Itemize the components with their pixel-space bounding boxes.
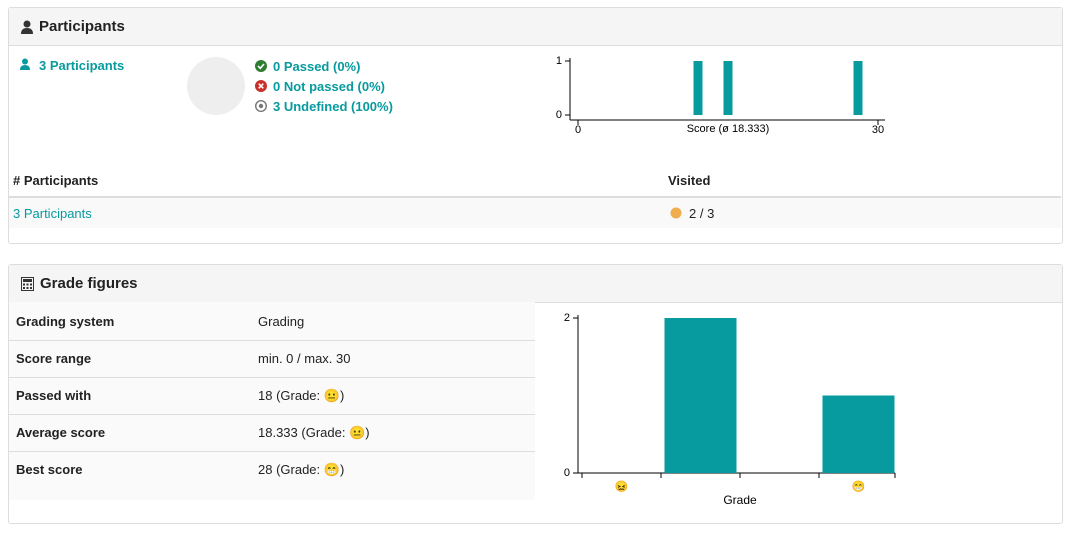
x-axis-label: Score (ø 18.333) xyxy=(687,123,770,135)
row-separator xyxy=(9,451,535,452)
table-header: # Participants xyxy=(13,173,99,188)
panel-header: Grade figures xyxy=(9,265,1062,303)
row-separator xyxy=(9,414,535,415)
row-value: 18.333 (Grade: 😐) xyxy=(258,425,370,440)
row-value: min. 0 / max. 30 xyxy=(258,351,351,366)
bar xyxy=(664,318,737,473)
row-label: Passed with xyxy=(16,388,92,403)
visited-value: 2 / 3 xyxy=(689,206,715,221)
bar xyxy=(822,395,895,473)
x-tick-label: 😁 xyxy=(852,480,866,493)
row-value: Grading xyxy=(258,314,305,329)
y-tick-label: 0 xyxy=(556,109,562,121)
participants-link[interactable]: 3 Participants xyxy=(39,58,125,73)
row-label: Average score xyxy=(16,425,106,440)
status-undefined[interactable]: 3 Undefined (100%) xyxy=(273,99,393,114)
y-tick-label: 1 xyxy=(556,55,562,67)
visited-dot xyxy=(670,207,682,219)
status-icons xyxy=(254,60,268,113)
row-separator xyxy=(9,340,535,341)
calculator-icon xyxy=(21,276,34,291)
pie-placeholder xyxy=(187,57,245,115)
header-rule xyxy=(9,196,1061,198)
y-tick-label: 2 xyxy=(564,312,570,324)
user-icon xyxy=(21,20,33,34)
row-label: Best score xyxy=(16,462,83,477)
status-passed[interactable]: 0 Passed (0%) xyxy=(273,59,361,74)
grade-table-bg xyxy=(9,302,535,500)
table-header: Visited xyxy=(668,173,711,188)
row-label: Score range xyxy=(16,351,92,366)
status-not-passed[interactable]: 0 Not passed (0%) xyxy=(273,79,385,94)
panel-header: Participants xyxy=(9,8,1062,46)
table-row xyxy=(9,198,1061,228)
bar xyxy=(693,61,703,115)
x-axis-label: Grade xyxy=(723,493,757,507)
bar xyxy=(723,61,733,115)
panel-title: Grade figures xyxy=(40,275,138,292)
user-icon xyxy=(20,58,30,70)
row-label: Grading system xyxy=(16,314,115,329)
bar xyxy=(853,61,863,115)
row-separator xyxy=(9,377,535,378)
x-tick-label: 😖 xyxy=(615,480,629,493)
y-tick-label: 0 xyxy=(564,467,570,479)
participants-link[interactable]: 3 Participants xyxy=(13,206,92,221)
row-value: 28 (Grade: 😁) xyxy=(258,462,345,477)
panel-title: Participants xyxy=(39,18,125,35)
x-tick-label: 0 xyxy=(575,124,581,136)
x-tick-label: 30 xyxy=(872,124,884,136)
row-value: 18 (Grade: 😐) xyxy=(258,388,345,403)
